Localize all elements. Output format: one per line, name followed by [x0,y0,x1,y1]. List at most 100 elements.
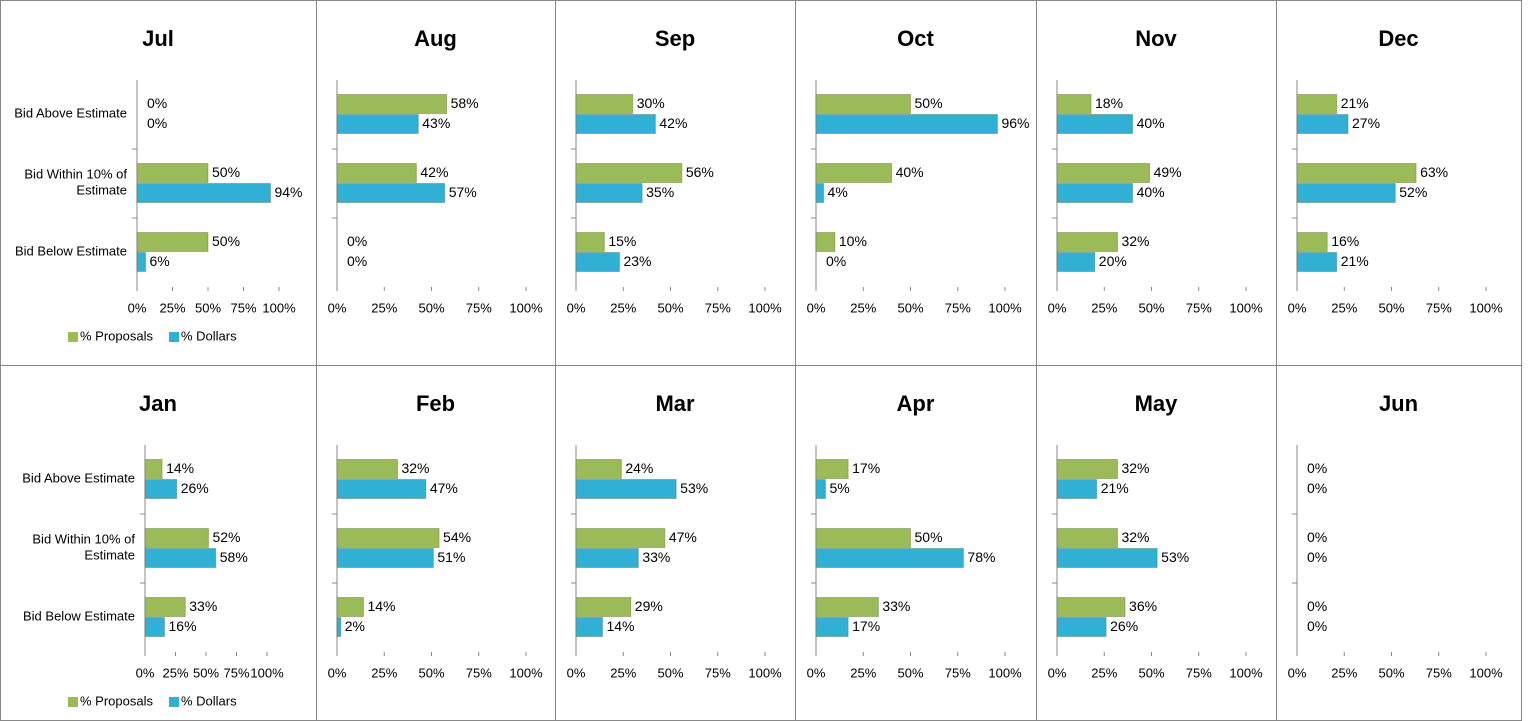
x-tick-label: 75% [466,665,492,680]
value-label: 58% [451,95,479,111]
legend-label: % Dollars [181,328,237,343]
bar [815,617,849,637]
bar [815,114,998,134]
value-label: 56% [686,164,714,180]
x-tick-label: 100% [262,300,296,315]
x-tick-label: 25% [162,665,188,680]
value-label: 10% [839,233,867,249]
value-label: 33% [882,598,910,614]
x-tick-label: 75% [705,665,731,680]
bar [1056,597,1126,617]
value-label: 16% [169,618,197,634]
x-tick-label: 100% [988,300,1022,315]
x-tick-label: 0% [807,665,826,680]
value-label: 0% [826,253,846,269]
bar [1056,548,1158,568]
value-label: 29% [635,598,663,614]
bar [136,232,209,252]
x-tick-label: 25% [371,665,397,680]
bar [1056,94,1092,114]
value-label: 40% [1137,115,1165,131]
bar [336,183,446,203]
value-label: 0% [147,115,167,131]
x-tick-label: 25% [1091,665,1117,680]
x-tick-label: 25% [159,300,185,315]
x-tick-label: 100% [250,665,284,680]
bar [815,479,826,499]
bar [1056,232,1118,252]
value-label: 40% [1137,184,1165,200]
value-label: 94% [274,184,302,200]
bar [575,528,666,548]
value-label: 23% [623,253,651,269]
value-label: 33% [642,549,670,565]
x-tick-label: 0% [1048,300,1067,315]
bar [1056,114,1134,134]
value-label: 50% [212,233,240,249]
category-label: Bid Below Estimate [23,609,135,624]
x-tick-label: 75% [945,665,971,680]
x-tick-label: 25% [1331,300,1357,315]
value-label: 17% [852,618,880,634]
bar [144,479,178,499]
x-tick-label: 75% [466,300,492,315]
value-label: 2% [345,618,365,634]
value-label: 32% [401,460,429,476]
x-tick-label: 0% [128,300,147,315]
bar [1056,528,1118,548]
panel-title: Feb [416,391,455,416]
value-label: 27% [1352,115,1380,131]
bar [575,232,605,252]
value-label: 20% [1099,253,1127,269]
value-label: 42% [420,164,448,180]
value-label: 50% [915,529,943,545]
x-tick-label: 50% [897,300,923,315]
value-label: 18% [1095,95,1123,111]
value-label: 21% [1341,253,1369,269]
value-label: 53% [680,480,708,496]
bar [1056,183,1134,203]
legend-label: % Proposals [80,328,153,343]
panel-title: Apr [897,391,935,416]
value-label: 57% [449,184,477,200]
x-tick-label: 50% [1378,665,1404,680]
bar [1296,183,1396,203]
value-label: 16% [1331,233,1359,249]
x-tick-label: 100% [1229,300,1263,315]
bar [336,617,342,637]
x-tick-label: 75% [1426,665,1452,680]
bar [815,597,879,617]
legend-swatch [68,332,78,342]
value-label: 32% [1121,233,1149,249]
x-tick-label: 50% [195,300,221,315]
bar [815,232,836,252]
bar [815,94,911,114]
legend-swatch [68,697,78,707]
bar [336,114,419,134]
x-tick-label: 0% [136,665,155,680]
bar [144,597,186,617]
bar [1296,114,1349,134]
x-tick-label: 0% [1288,665,1307,680]
x-tick-label: 0% [1288,300,1307,315]
x-tick-label: 100% [748,300,782,315]
bar [1056,163,1151,183]
bar [144,459,163,479]
x-tick-label: 50% [1138,300,1164,315]
x-tick-label: 0% [567,300,586,315]
bar [1296,232,1328,252]
x-tick-label: 75% [223,665,249,680]
bar [1296,163,1417,183]
value-label: 32% [1121,460,1149,476]
value-label: 63% [1420,164,1448,180]
value-label: 52% [1399,184,1427,200]
x-tick-label: 100% [748,665,782,680]
bar [815,459,849,479]
bar [815,163,893,183]
x-tick-label: 25% [850,300,876,315]
legend-swatch [168,697,179,707]
value-label: 36% [1129,598,1157,614]
bar [1296,94,1338,114]
bar [136,183,271,203]
panel-title: Aug [414,26,457,51]
